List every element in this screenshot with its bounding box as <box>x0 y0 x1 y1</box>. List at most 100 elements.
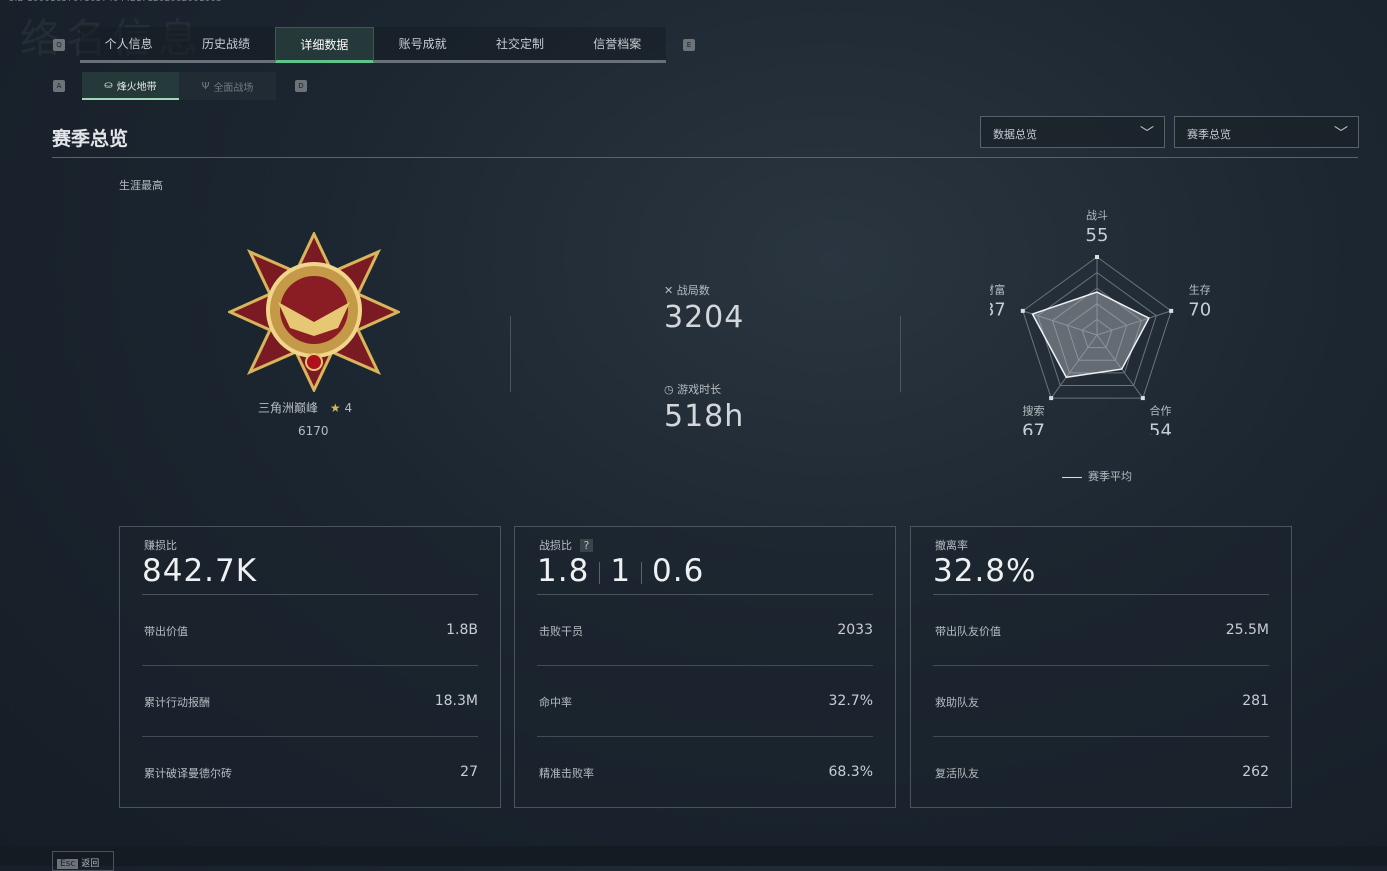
legend-label: 赛季平均 <box>1088 470 1132 483</box>
divider <box>537 594 873 595</box>
stat-label: 复活队友 <box>935 767 979 780</box>
divider <box>900 316 901 392</box>
main-tabs: 个人信息 历史战绩 详细数据 账号成就 社交定制 信誉档案 <box>80 27 666 63</box>
stat-value: 32.7% <box>828 693 873 709</box>
radar-chart: 战斗 55 生存 70 合作 54 搜索 67 财富 87 <box>990 209 1210 435</box>
card-profit-ratio: 赚损比 842.7K 带出价值 1.8B 累计行动报酬 18.3M 累计破译曼德尔砖… <box>119 526 501 808</box>
tab-full-battle[interactable]: Ψ 全面战场 <box>179 72 276 100</box>
radar-axis-value: 54 <box>1149 420 1172 435</box>
divider <box>510 316 511 392</box>
radar-vertex <box>1140 396 1145 401</box>
tab-label: 烽火地带 <box>116 81 157 93</box>
legend-line <box>1062 476 1082 478</box>
tab-hazard-zone[interactable]: ⛀ 烽火地带 <box>82 72 179 100</box>
rank-name-row: 三角洲巅峰 ★ 4 <box>258 399 352 416</box>
career-label: 生涯最高 <box>119 179 163 192</box>
radar-axis-label: 生存 <box>1189 283 1210 297</box>
matches-value: 3204 <box>664 300 745 335</box>
radar-vertex <box>1095 255 1099 259</box>
stat-value: 68.3% <box>828 764 873 780</box>
stat-row: 精准击败率 68.3% <box>537 737 873 808</box>
stat-row: 复活队友 262 <box>933 737 1269 808</box>
stat-label: 命中率 <box>539 696 572 709</box>
back-button[interactable]: Esc 返回 <box>52 851 114 871</box>
stat-row: 累计行动报酬 18.3M <box>142 666 478 737</box>
mode-tabs: ⛀ 烽火地带 Ψ 全面战场 <box>82 72 276 100</box>
stat-value: 27 <box>460 764 478 780</box>
time-label: 游戏时长 <box>677 383 722 396</box>
tab-history[interactable]: 历史战绩 <box>201 37 250 51</box>
key-hint-a: A <box>53 80 65 92</box>
stat-label: 累计行动报酬 <box>144 696 210 709</box>
rank-badge-icon <box>228 232 400 392</box>
kd-value: 1 <box>610 553 632 589</box>
season-dropdown[interactable]: 赛季总览 ﹀ <box>1174 116 1359 148</box>
key-hint-e: E <box>683 39 695 51</box>
radar-legend: 赛季平均 <box>1062 468 1132 484</box>
radar-axis-value: 67 <box>1022 420 1045 435</box>
time-value: 518h <box>664 399 745 434</box>
radar-axis-label: 合作 <box>1149 403 1171 417</box>
stat-label: 带出价值 <box>144 625 188 638</box>
rank-score: 6170 <box>298 424 329 438</box>
data-overview-dropdown[interactable]: 数据总览 ﹀ <box>980 116 1165 148</box>
stat-label: 累计破译曼德尔砖 <box>144 767 232 780</box>
radar-axis-value: 70 <box>1188 300 1210 321</box>
uid-text: UID 1000165707305740442171202002001003 <box>8 0 222 4</box>
card-value: 842.7K <box>142 553 258 589</box>
tab-achievements[interactable]: 账号成就 <box>398 37 447 51</box>
stat-value: 281 <box>1242 693 1269 709</box>
stat-value: 1.8B <box>446 622 478 638</box>
page-title: 赛季总览 <box>52 128 129 150</box>
radar-area <box>1031 291 1150 379</box>
stat-row: 带出队友价值 25.5M <box>933 595 1269 666</box>
clock-icon: ◷ <box>664 383 678 396</box>
radar-axis-label: 搜索 <box>1023 403 1045 417</box>
card-head: 战损比 <box>539 539 572 552</box>
stat-label: 精准击败率 <box>539 767 594 780</box>
hazard-icon: ⛀ <box>104 79 113 91</box>
card-head-row: 战损比 ? <box>539 537 594 553</box>
kd-value: 0.6 <box>652 553 705 589</box>
footer-bar <box>0 846 1387 866</box>
tab-personal-info[interactable]: 个人信息 <box>104 37 153 51</box>
stat-value: 2033 <box>837 622 873 638</box>
help-icon[interactable]: ? <box>579 539 594 552</box>
radar-vertex <box>1020 308 1025 313</box>
radar-axis-value: 87 <box>990 300 1006 321</box>
card-head: 赚损比 <box>144 539 177 552</box>
card-value: 32.8% <box>933 553 1037 589</box>
stat-label: 击败干员 <box>539 625 583 638</box>
radar-axis <box>1096 310 1172 336</box>
card-value: 1.8 1 0.6 <box>537 553 704 589</box>
tab-label: 全面战场 <box>213 82 254 94</box>
crossed-swords-icon: ✕ <box>664 284 677 297</box>
divider <box>142 594 478 595</box>
divider <box>52 157 1358 158</box>
radar-grid <box>1081 318 1113 349</box>
key-hint-d: D <box>295 80 307 92</box>
radar-grid <box>1066 303 1128 361</box>
card-head: 撤离率 <box>935 539 968 552</box>
matches-label-row: ✕ 战局数 <box>664 282 710 298</box>
radar-grid <box>1022 256 1172 399</box>
tab-credit[interactable]: 信誉档案 <box>593 37 642 51</box>
stat-label: 带出队友价值 <box>935 625 1001 638</box>
radar-axis-value: 55 <box>1086 225 1109 246</box>
radar-axis-label: 财富 <box>990 283 1005 297</box>
key-hint-q: Q <box>53 39 65 51</box>
radar-vertex <box>1049 396 1054 401</box>
stat-row: 命中率 32.7% <box>537 666 873 737</box>
radar-axis <box>1096 334 1144 399</box>
tab-social[interactable]: 社交定制 <box>495 37 544 51</box>
radar-vertex <box>1169 308 1174 313</box>
card-kd-ratio: 战损比 ? 1.8 1 0.6 击败干员 2033 命中率 32.7% 精准击败率 68.… <box>514 526 896 808</box>
tab-details[interactable]: 详细数据 <box>274 27 374 63</box>
dropdown-value: 数据总览 <box>993 128 1037 141</box>
matches-label: 战局数 <box>676 284 710 297</box>
back-label: 返回 <box>81 859 100 869</box>
stat-value: 25.5M <box>1225 622 1269 638</box>
trident-icon: Ψ <box>201 80 210 92</box>
rank-stars: 4 <box>344 401 353 415</box>
stat-row: 累计破译曼德尔砖 27 <box>142 737 478 808</box>
